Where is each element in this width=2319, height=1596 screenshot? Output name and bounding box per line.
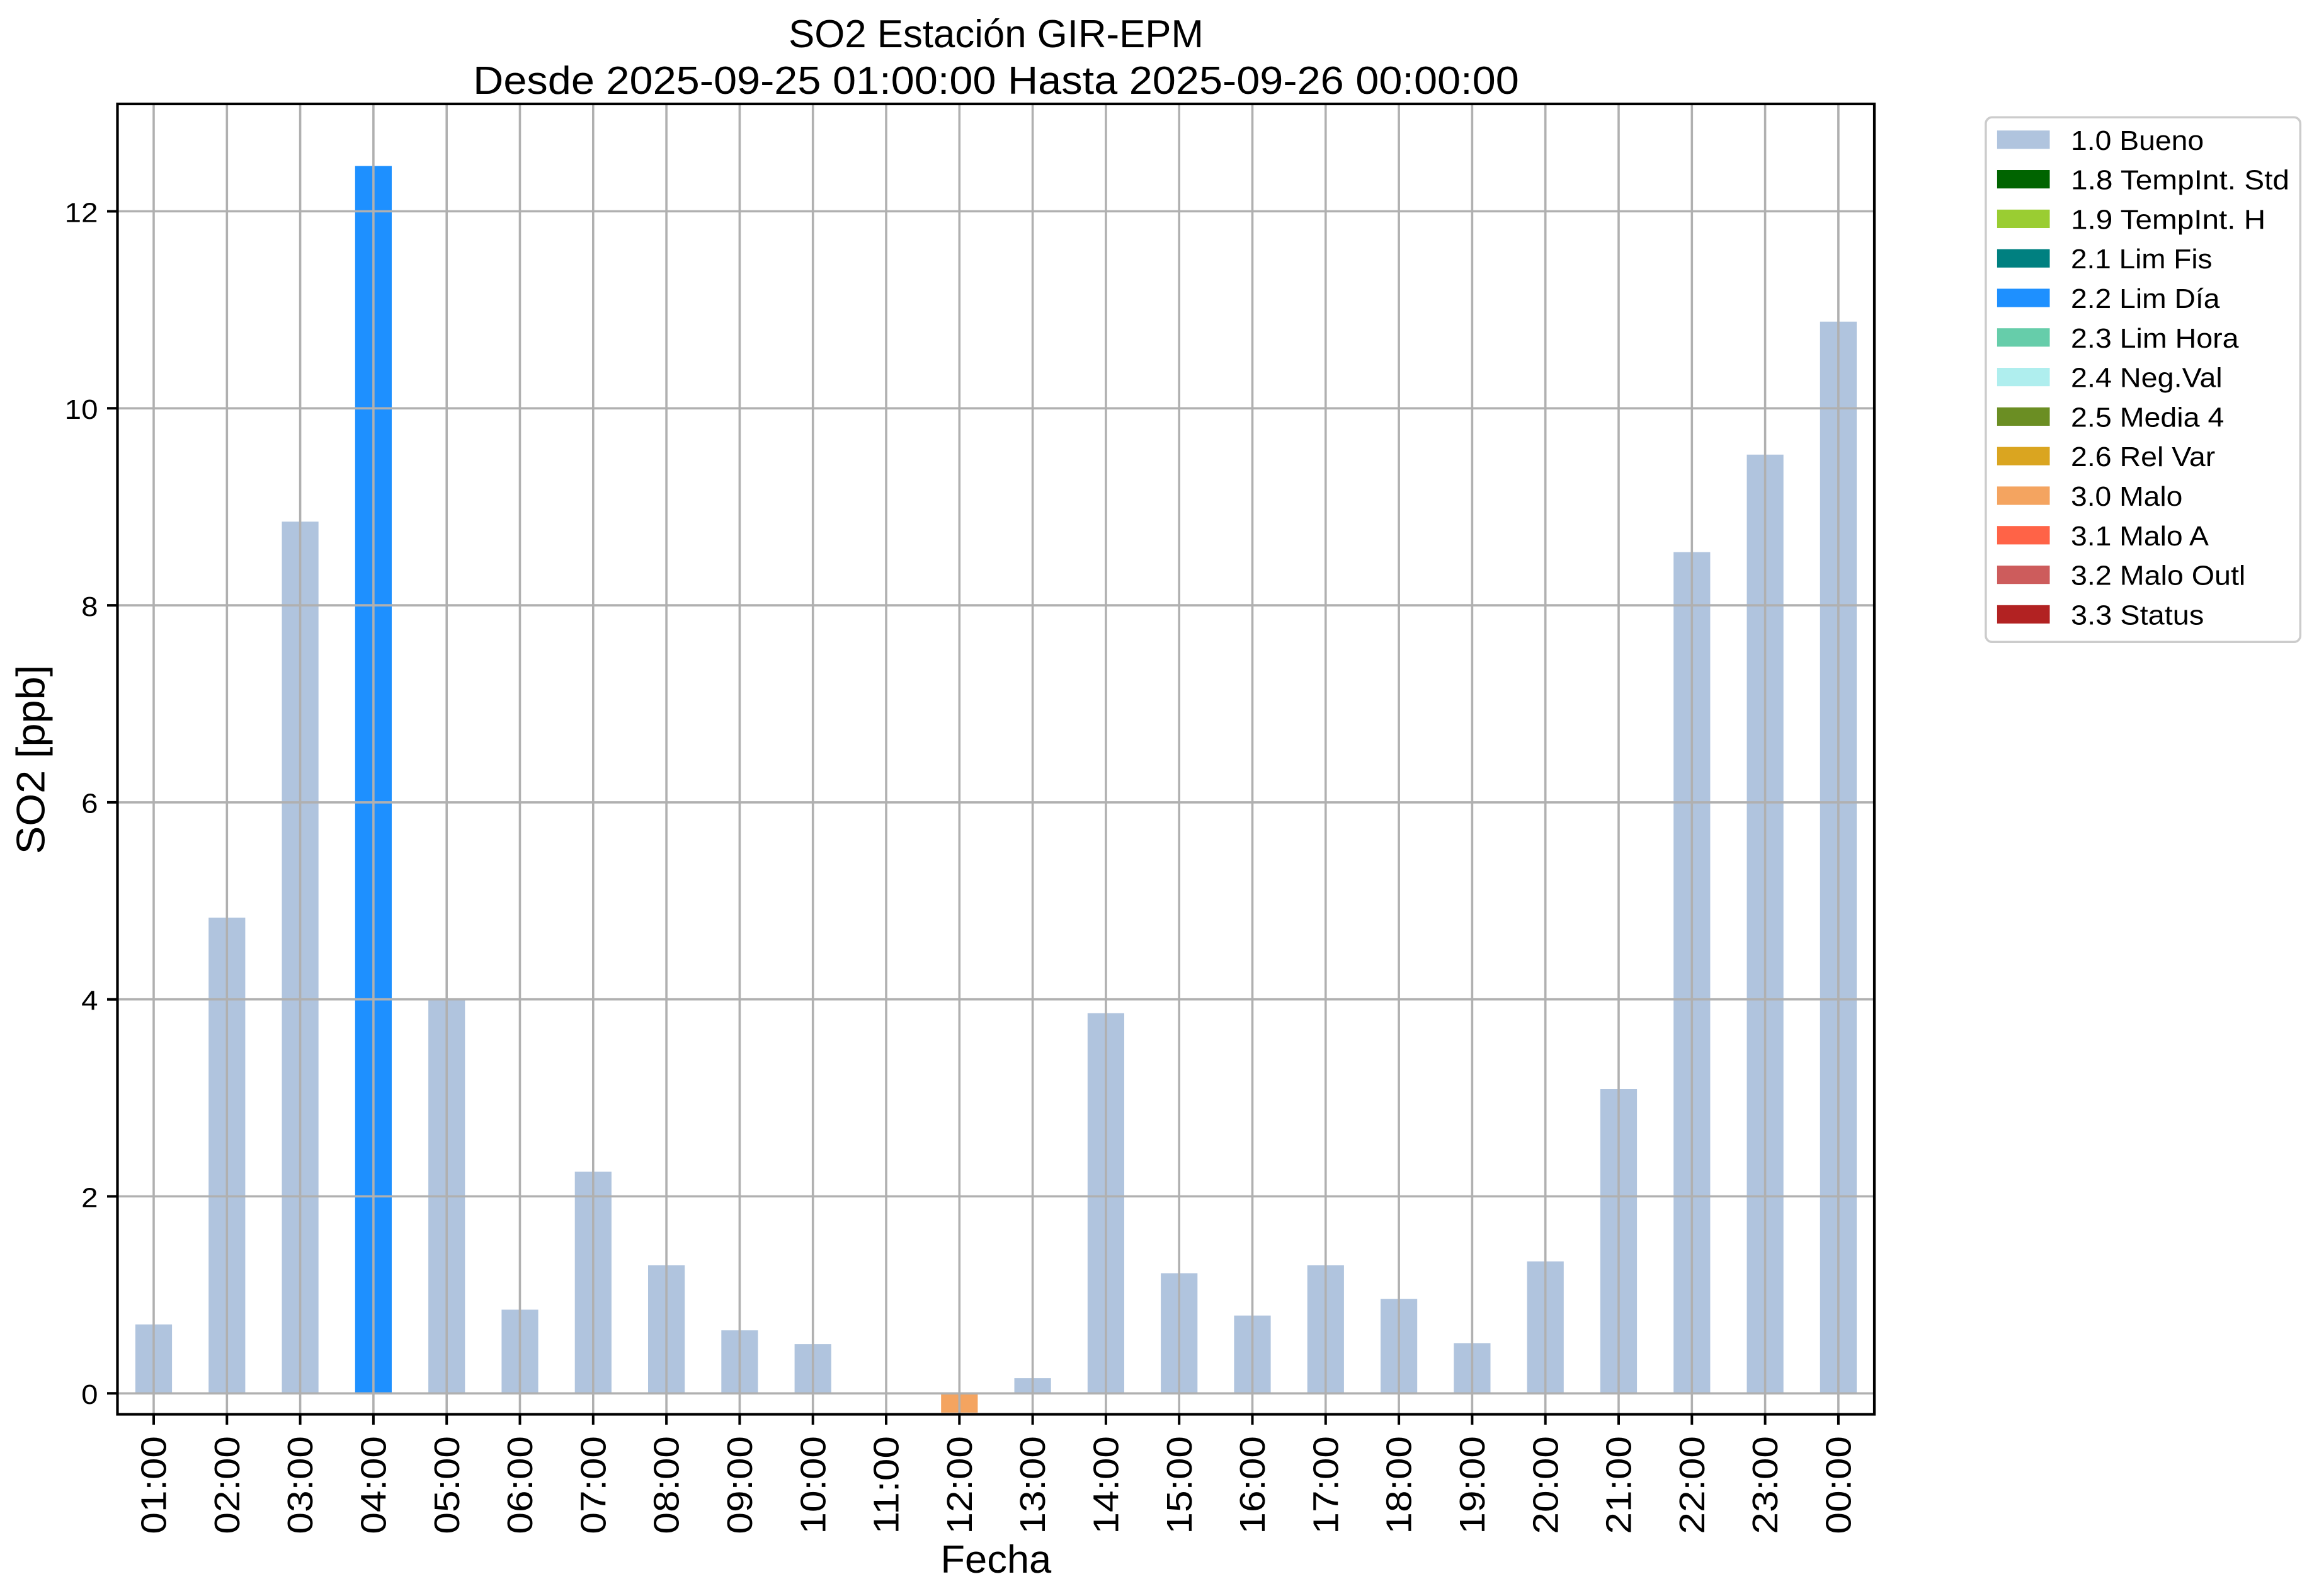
svg-text:2.3 Lim Hora: 2.3 Lim Hora — [2071, 323, 2239, 354]
svg-text:07:00: 07:00 — [573, 1436, 613, 1534]
svg-text:4: 4 — [81, 986, 98, 1017]
svg-text:11:00: 11:00 — [867, 1436, 907, 1534]
svg-text:09:00: 09:00 — [720, 1436, 760, 1534]
svg-text:13:00: 13:00 — [1013, 1436, 1053, 1534]
svg-text:06:00: 06:00 — [500, 1436, 540, 1534]
svg-text:01:00: 01:00 — [134, 1436, 174, 1534]
svg-text:23:00: 23:00 — [1745, 1436, 1786, 1534]
svg-text:08:00: 08:00 — [647, 1436, 687, 1534]
svg-text:05:00: 05:00 — [427, 1436, 467, 1534]
svg-text:19:00: 19:00 — [1452, 1436, 1493, 1534]
svg-text:2.6 Rel Var: 2.6 Rel Var — [2071, 442, 2215, 472]
svg-text:02:00: 02:00 — [207, 1436, 248, 1534]
svg-text:2.5 Media 4: 2.5 Media 4 — [2071, 402, 2224, 433]
svg-text:20:00: 20:00 — [1525, 1436, 1566, 1534]
svg-text:Desde 2025-09-25 01:00:00 Hast: Desde 2025-09-25 01:00:00 Hasta 2025-09-… — [473, 59, 1519, 103]
svg-text:2: 2 — [81, 1182, 98, 1213]
svg-text:10:00: 10:00 — [793, 1436, 833, 1534]
svg-text:2.1 Lim Fis: 2.1 Lim Fis — [2071, 244, 2213, 275]
svg-text:6: 6 — [81, 789, 98, 819]
svg-text:2.4 Neg.Val: 2.4 Neg.Val — [2071, 363, 2223, 394]
svg-text:22:00: 22:00 — [1672, 1436, 1712, 1534]
svg-text:SO2 [ppb]: SO2 [ppb] — [9, 665, 54, 855]
svg-text:3.2 Malo Outl: 3.2 Malo Outl — [2071, 561, 2245, 591]
svg-text:3.0 Malo: 3.0 Malo — [2071, 481, 2182, 512]
svg-text:16:00: 16:00 — [1233, 1436, 1273, 1534]
svg-text:Fecha: Fecha — [940, 1537, 1051, 1582]
svg-text:1.9 TempInt. H: 1.9 TempInt. H — [2071, 204, 2265, 235]
svg-text:10: 10 — [65, 394, 98, 425]
svg-text:12:00: 12:00 — [940, 1436, 980, 1534]
svg-text:14:00: 14:00 — [1086, 1436, 1127, 1534]
svg-text:12: 12 — [65, 197, 98, 228]
svg-text:2.2 Lim Día: 2.2 Lim Día — [2071, 283, 2220, 314]
svg-text:04:00: 04:00 — [354, 1436, 394, 1534]
svg-text:SO2 Estación GIR-EPM: SO2 Estación GIR-EPM — [789, 12, 1204, 56]
svg-text:0: 0 — [81, 1379, 98, 1410]
svg-text:1.0 Bueno: 1.0 Bueno — [2071, 125, 2204, 156]
svg-text:1.8 TempInt. Std: 1.8 TempInt. Std — [2071, 165, 2289, 196]
svg-text:8: 8 — [81, 591, 98, 622]
svg-text:18:00: 18:00 — [1379, 1436, 1420, 1534]
svg-text:3.1 Malo A: 3.1 Malo A — [2071, 521, 2209, 552]
svg-text:21:00: 21:00 — [1599, 1436, 1639, 1534]
svg-text:3.3 Status: 3.3 Status — [2071, 600, 2204, 630]
svg-text:17:00: 17:00 — [1306, 1436, 1346, 1534]
svg-text:15:00: 15:00 — [1160, 1436, 1200, 1534]
svg-text:03:00: 03:00 — [280, 1436, 321, 1534]
svg-text:00:00: 00:00 — [1819, 1436, 1859, 1534]
